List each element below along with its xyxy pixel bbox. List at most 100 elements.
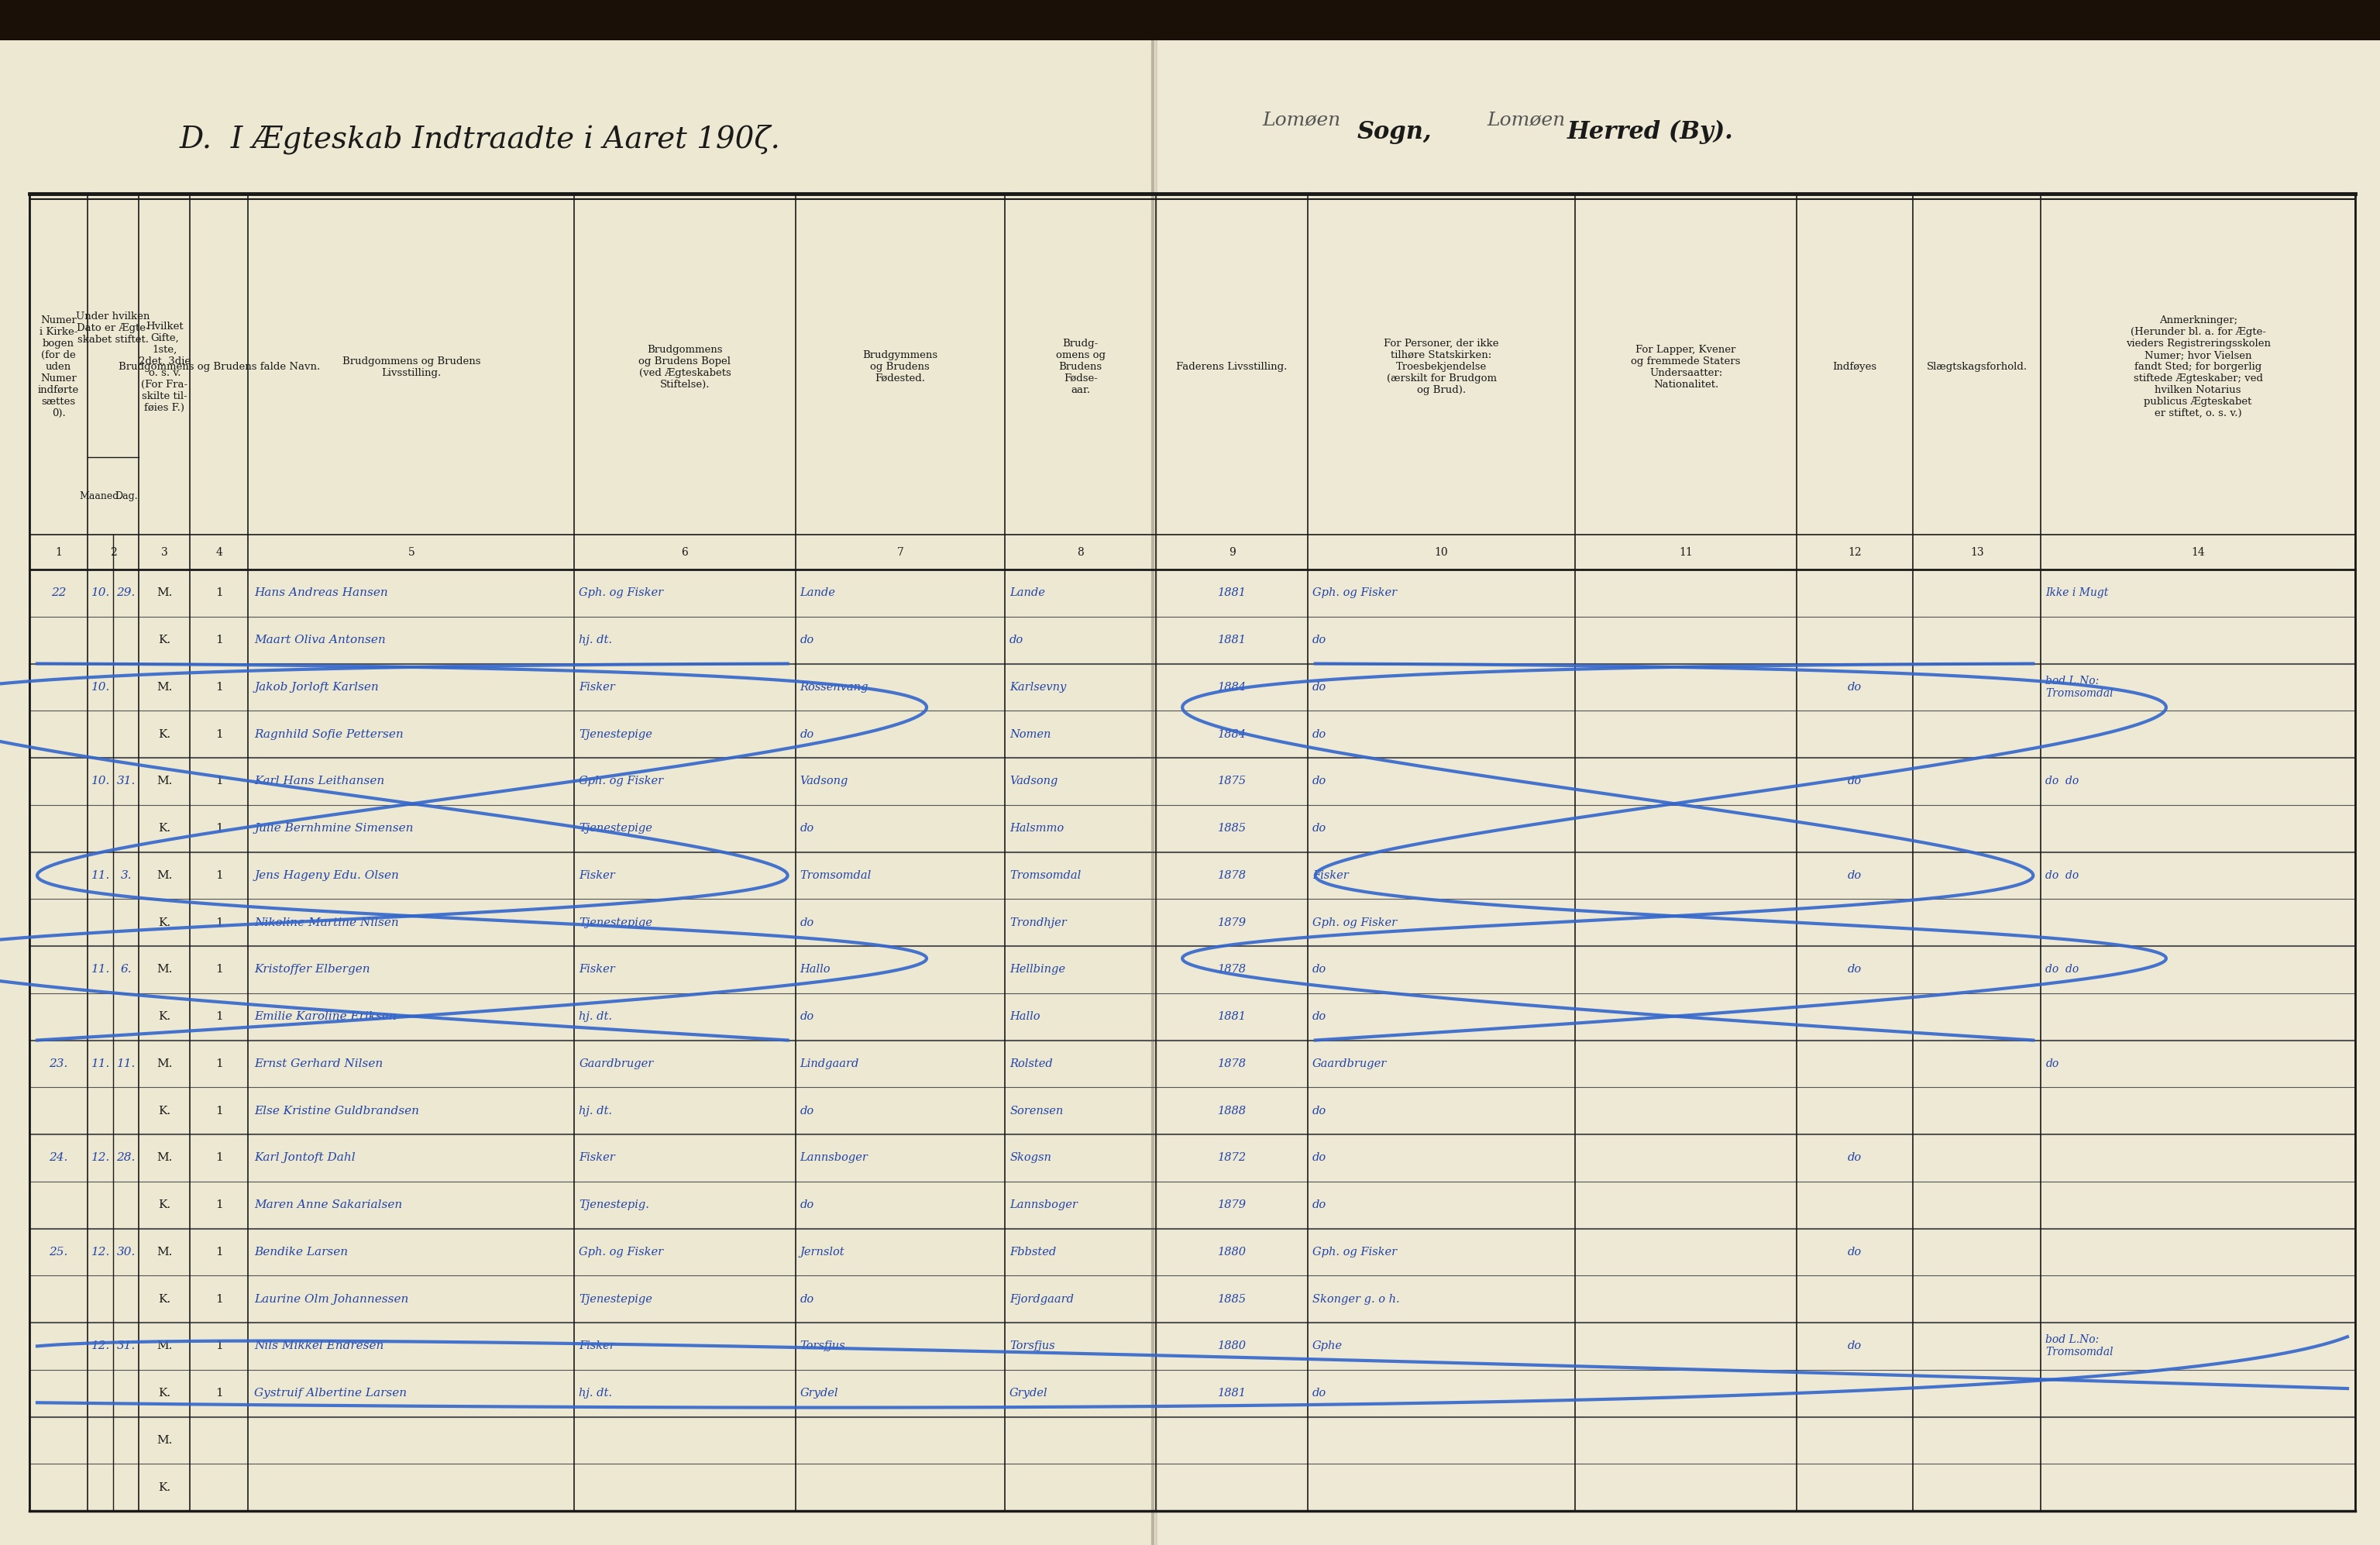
Text: do: do (800, 918, 814, 929)
Text: 3: 3 (162, 547, 169, 558)
Text: 1: 1 (217, 1105, 224, 1115)
Text: 1: 1 (217, 1247, 224, 1258)
Text: Torsfjus: Torsfjus (1009, 1341, 1054, 1352)
Text: Nils Mikkel Endresen: Nils Mikkel Endresen (255, 1341, 383, 1352)
Text: Halsmmo: Halsmmo (1009, 823, 1064, 834)
Text: Maaned.: Maaned. (79, 491, 121, 501)
Text: 12: 12 (1847, 547, 1861, 558)
Text: 11: 11 (1678, 547, 1692, 558)
Text: Brudgommens og Brudens
Livsstilling.: Brudgommens og Brudens Livsstilling. (343, 355, 481, 377)
Text: 1: 1 (217, 823, 224, 834)
Text: 1: 1 (217, 729, 224, 740)
Text: Nomen: Nomen (1009, 729, 1052, 740)
Text: do: do (1311, 1105, 1326, 1115)
Text: K.: K. (157, 1012, 171, 1023)
Text: hj. dt.: hj. dt. (578, 1105, 612, 1115)
Text: do: do (800, 1293, 814, 1304)
Text: Sorensen: Sorensen (1009, 1105, 1064, 1115)
Text: Skogsn: Skogsn (1009, 1153, 1052, 1163)
Text: Karl Jontoft Dahl: Karl Jontoft Dahl (255, 1153, 355, 1163)
Text: 3.: 3. (121, 870, 131, 881)
Text: Tjenestepige: Tjenestepige (578, 823, 652, 834)
Text: 30.: 30. (117, 1247, 136, 1258)
Text: K.: K. (157, 1482, 171, 1492)
Text: 1: 1 (217, 918, 224, 929)
Text: do: do (800, 635, 814, 646)
Text: 1879: 1879 (1219, 1199, 1247, 1210)
Text: do  do: do do (2044, 964, 2080, 975)
Text: 1884: 1884 (1219, 681, 1247, 692)
Text: bod L.No:
Tromsomdal: bod L.No: Tromsomdal (2044, 1335, 2113, 1358)
Text: do: do (1311, 1153, 1326, 1163)
Text: Brudg-
omens og
Brudens
Fødse-
aar.: Brudg- omens og Brudens Fødse- aar. (1057, 338, 1104, 396)
Text: K.: K. (157, 823, 171, 834)
Text: Emilie Karoline Eriksen: Emilie Karoline Eriksen (255, 1012, 397, 1023)
Text: Skonger g. o h.: Skonger g. o h. (1311, 1293, 1399, 1304)
Text: 12.: 12. (90, 1153, 109, 1163)
Text: 1881: 1881 (1219, 1387, 1247, 1398)
Text: Gphe: Gphe (1311, 1341, 1342, 1352)
Text: 10.: 10. (90, 681, 109, 692)
Text: D.  I Ægteskab Indtraadte i Aaret 190ζ.: D. I Ægteskab Indtraadte i Aaret 190ζ. (181, 125, 781, 154)
Text: Fjordgaard: Fjordgaard (1009, 1293, 1073, 1304)
Text: 1878: 1878 (1219, 1058, 1247, 1069)
Text: Gph. og Fisker: Gph. og Fisker (578, 1247, 664, 1258)
Text: Trondhjer: Trondhjer (1009, 918, 1066, 929)
Text: 11.: 11. (90, 964, 109, 975)
Text: 2: 2 (109, 547, 117, 558)
Text: Fisker: Fisker (578, 1341, 614, 1352)
Text: Bendike Larsen: Bendike Larsen (255, 1247, 347, 1258)
Text: K.: K. (157, 635, 171, 646)
Text: 1: 1 (217, 635, 224, 646)
Bar (0, 0, 1154, 1545)
Text: Brudgymmens
og Brudens
Fødested.: Brudgymmens og Brudens Fødested. (862, 351, 938, 383)
Text: 1: 1 (217, 1387, 224, 1398)
Text: Fisker: Fisker (1311, 870, 1349, 881)
Text: do: do (1847, 1341, 1861, 1352)
Text: 1878: 1878 (1219, 870, 1247, 881)
Text: Dag.: Dag. (114, 491, 138, 501)
Text: do: do (1847, 776, 1861, 786)
Text: 1: 1 (217, 776, 224, 786)
Text: Jakob Jorloft Karlsen: Jakob Jorloft Karlsen (255, 681, 378, 692)
Text: M.: M. (157, 1341, 171, 1352)
Text: Jernslot: Jernslot (800, 1247, 845, 1258)
Text: Lande: Lande (1009, 587, 1045, 598)
Text: K.: K. (157, 729, 171, 740)
Text: 31.: 31. (117, 776, 136, 786)
Text: do: do (800, 729, 814, 740)
Text: 1: 1 (217, 587, 224, 598)
Bar (1154, 0, 2380, 1545)
Text: Herred (By).: Herred (By). (1566, 119, 1733, 144)
Text: 1: 1 (217, 1341, 224, 1352)
Text: Fbbsted: Fbbsted (1009, 1247, 1057, 1258)
Bar (0, 0, 2380, 40)
Text: For Lapper, Kvener
og fremmede Staters
Undersaatter:
Nationalitet.: For Lapper, Kvener og fremmede Staters U… (1630, 345, 1740, 389)
Text: do: do (1311, 681, 1326, 692)
Text: 10: 10 (1435, 547, 1449, 558)
Text: 1881: 1881 (1219, 1012, 1247, 1023)
Text: 1: 1 (217, 681, 224, 692)
Text: Tjenestepige: Tjenestepige (578, 1293, 652, 1304)
Text: 1: 1 (217, 1153, 224, 1163)
Text: do: do (1311, 729, 1326, 740)
Text: 14: 14 (2192, 547, 2204, 558)
Text: 29.: 29. (117, 587, 136, 598)
Text: 25.: 25. (50, 1247, 69, 1258)
Text: Indføyes: Indføyes (1833, 362, 1878, 372)
Text: do: do (1311, 1012, 1326, 1023)
Text: Grydel: Grydel (800, 1387, 838, 1398)
Text: Under hvilken
Dato er Ægte-
skabet stiftet.: Under hvilken Dato er Ægte- skabet stift… (76, 312, 150, 345)
Text: 1880: 1880 (1219, 1247, 1247, 1258)
Text: Grydel: Grydel (1009, 1387, 1047, 1398)
Text: 1: 1 (217, 1293, 224, 1304)
Text: K.: K. (157, 1293, 171, 1304)
Text: Fisker: Fisker (578, 964, 614, 975)
Text: do: do (1311, 1387, 1326, 1398)
Text: hj. dt.: hj. dt. (578, 1387, 612, 1398)
Text: do: do (1311, 1199, 1326, 1210)
Text: 23.: 23. (50, 1058, 69, 1069)
Text: M.: M. (157, 681, 171, 692)
Text: do  do: do do (2044, 776, 2080, 786)
Text: Hvilket
Gifte,
1ste,
2det, 3die
o. s. v.
(For Fra-
skilte til-
føies F.): Hvilket Gifte, 1ste, 2det, 3die o. s. v.… (138, 321, 190, 413)
